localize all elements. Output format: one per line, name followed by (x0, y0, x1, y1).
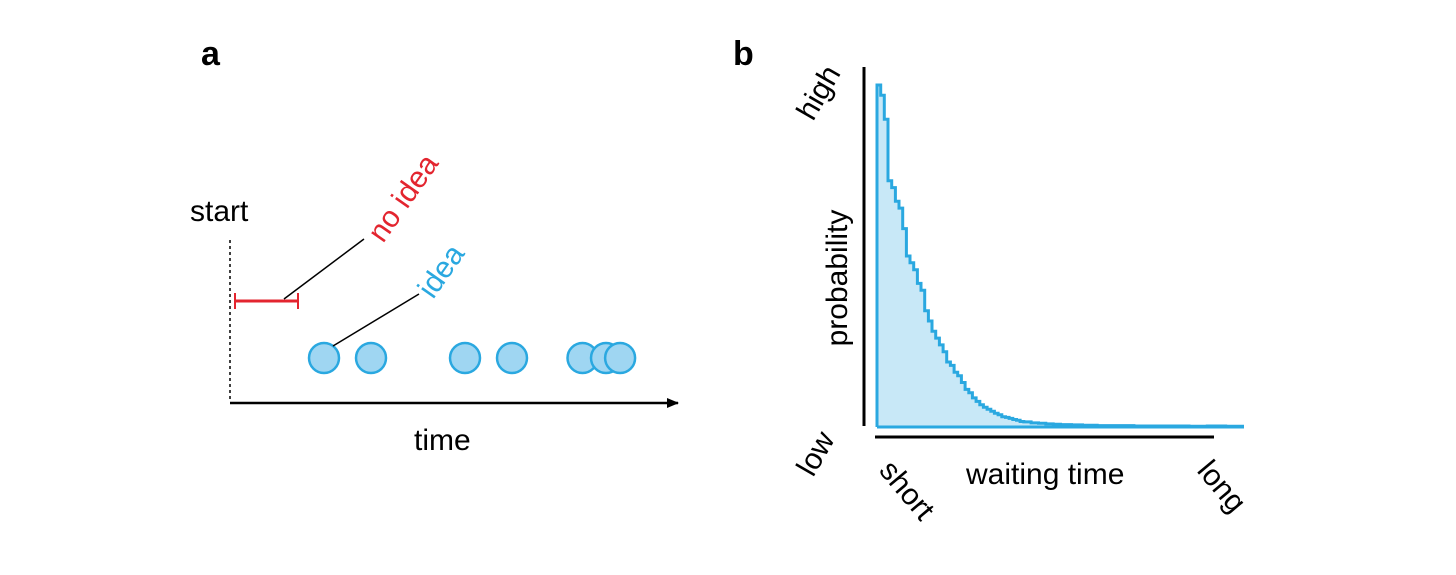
idea-label: idea (412, 238, 472, 304)
y-tick-low: low (790, 426, 841, 482)
idea-event-1 (354, 341, 388, 375)
panel-b: b high probability low short waiting tim… (733, 35, 1252, 527)
y-tick-high: high (790, 60, 847, 126)
y-axis-label: probability (821, 210, 854, 347)
panel-b-label: b (733, 35, 754, 73)
panel-a-label: a (201, 35, 221, 73)
no-idea-label: no idea (362, 148, 446, 248)
time-axis-label: time (414, 424, 471, 457)
idea-leader (332, 293, 420, 347)
panel-a: a start time no idea idea (190, 35, 679, 457)
histogram-area (877, 85, 1244, 427)
no-idea-leader (283, 238, 365, 300)
x-tick-short: short (873, 454, 942, 527)
x-tick-long: long (1191, 454, 1253, 519)
idea-event-0 (307, 341, 341, 375)
idea-events (307, 341, 637, 375)
start-label: start (190, 195, 249, 228)
idea-event-2 (448, 341, 482, 375)
idea-event-6 (603, 341, 637, 375)
x-axis-label: waiting time (965, 458, 1124, 491)
waiting-time-histogram (875, 83, 1244, 429)
histogram-outline (875, 83, 1244, 428)
idea-event-3 (495, 341, 529, 375)
no-idea-interval (234, 293, 299, 309)
